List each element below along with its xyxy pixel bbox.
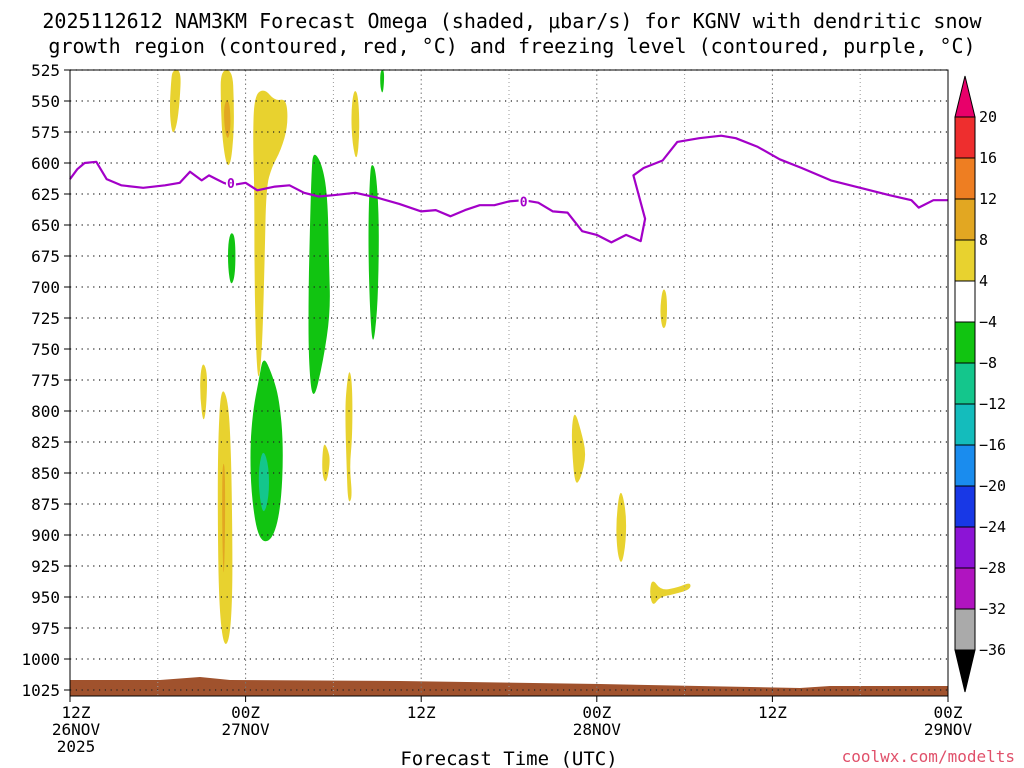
y-tick-label-925: 925 — [31, 557, 60, 576]
plot-area: 00 — [69, 69, 949, 697]
y-tick-label-800: 800 — [31, 402, 60, 421]
omega-region-l — [217, 391, 233, 644]
x-tick-label-0-2: 2025 — [57, 737, 96, 756]
x-tick-label-5-1: 29NOV — [924, 720, 973, 739]
omega-region-q — [650, 581, 691, 604]
y-axis-pressure: 525 550 575 600 625 650 675 700 725 750 775 800 825 8… — [21, 61, 70, 700]
colorbar-swatch-9 — [954, 444, 976, 487]
y-tick-label-775: 775 — [31, 371, 60, 390]
x-tick-label-0-0: 12Z — [62, 703, 91, 722]
omega-region-g — [368, 165, 379, 340]
colorbar-label-5: −4 — [979, 313, 997, 331]
plot-frame — [69, 69, 949, 697]
colorbar-swatch-6 — [954, 321, 976, 364]
y-tick-label-975: 975 — [31, 619, 60, 638]
omega-region-k — [322, 444, 330, 482]
omega-region-m — [250, 360, 283, 542]
y-tick-label-825: 825 — [31, 433, 60, 452]
omega-region-c — [253, 90, 288, 377]
omega-colorbar: 20 16 12 8 4 −4 −8 −12 −16 −20 −24 −28 −32 −36 — [954, 75, 1006, 693]
freezing-level-label-1: 0 — [520, 195, 528, 210]
colorbar-label-7: −12 — [979, 395, 1006, 413]
y-tick-label-875: 875 — [31, 495, 60, 514]
colorbar-label-2: 12 — [979, 190, 997, 208]
colorbar-label-9: −20 — [979, 477, 1006, 495]
colorbar-bottom-arrow — [954, 649, 976, 693]
x-tick-label-4-0: 12Z — [758, 703, 787, 722]
watermark: coolwx.com/modelts — [842, 747, 1015, 766]
y-tick-label-750: 750 — [31, 340, 60, 359]
colorbar-swatch-7 — [954, 362, 976, 405]
omega-region-j — [345, 372, 353, 502]
omega-shaded-regions — [169, 70, 691, 644]
y-tick-label-950: 950 — [31, 588, 60, 607]
omega-region-e — [380, 70, 385, 93]
colorbar-swatch-12 — [954, 567, 976, 610]
freezing-level-contour: 00 — [69, 134, 948, 244]
freezing-level-line — [69, 134, 948, 244]
omega-region-d — [351, 91, 360, 158]
colorbar-label-12: −32 — [979, 600, 1006, 618]
colorbar-label-3: 8 — [979, 231, 988, 249]
colorbar-swatch-5 — [954, 280, 976, 323]
chart-title-line-2: growth region (contoured, red, °C) and f… — [48, 34, 975, 58]
x-tick-label-0-1: 26NOV — [52, 720, 101, 739]
y-tick-label-1000: 1000 — [21, 650, 60, 669]
colorbar-label-10: −24 — [979, 518, 1006, 536]
colorbar-swatch-1 — [954, 116, 976, 159]
freezing-level-label-0: 0 — [227, 177, 235, 192]
y-tick-label-700: 700 — [31, 278, 60, 297]
omega-region-f — [308, 154, 330, 394]
y-tick-label-1025: 1025 — [21, 681, 60, 700]
freezing-label-bg-0 — [225, 174, 236, 191]
y-tick-label-625: 625 — [31, 185, 60, 204]
chart-title-line-1: 2025112612 NAM3KM Forecast Omega (shaded… — [42, 9, 982, 33]
y-tick-label-575: 575 — [31, 123, 60, 142]
x-tick-label-2-0: 12Z — [407, 703, 436, 722]
colorbar-swatch-11 — [954, 526, 976, 569]
colorbar-label-1: 16 — [979, 149, 997, 167]
y-tick-label-525: 525 — [31, 61, 60, 80]
x-tick-label-3-1: 28NOV — [573, 720, 622, 739]
x-tick-label-1-0: 00Z — [231, 703, 260, 722]
colorbar-swatch-10 — [954, 485, 976, 528]
colorbar-swatch-3 — [954, 198, 976, 241]
omega-region-m-core — [258, 452, 269, 512]
colorbar-label-8: −16 — [979, 436, 1006, 454]
omega-region-o — [571, 414, 586, 483]
colorbar-top-arrow — [954, 75, 976, 118]
y-tick-label-600: 600 — [31, 154, 60, 173]
x-tick-label-1-1: 27NOV — [222, 720, 271, 739]
x-tick-label-5-0: 00Z — [934, 703, 963, 722]
colorbar-swatch-2 — [954, 157, 976, 200]
colorbar-label-11: −28 — [979, 559, 1006, 577]
omega-region-l-core — [222, 463, 226, 573]
omega-region-n — [660, 289, 667, 329]
colorbar-label-13: −36 — [979, 641, 1006, 659]
omega-region-h — [228, 233, 236, 284]
y-tick-label-850: 850 — [31, 464, 60, 483]
colorbar-swatch-8 — [954, 403, 976, 446]
y-tick-label-650: 650 — [31, 216, 60, 235]
colorbar-swatch-13 — [954, 608, 976, 651]
y-tick-label-675: 675 — [31, 247, 60, 266]
colorbar-label-6: −8 — [979, 354, 997, 372]
omega-region-i — [200, 364, 208, 420]
colorbar-label-0: 20 — [979, 108, 997, 126]
y-tick-label-900: 900 — [31, 526, 60, 545]
x-tick-label-3-0: 00Z — [582, 703, 611, 722]
y-tick-label-725: 725 — [31, 309, 60, 328]
freezing-label-bg-1 — [518, 193, 529, 210]
y-tick-label-550: 550 — [31, 92, 60, 111]
colorbar-swatch-4 — [954, 239, 976, 282]
omega-region-p — [616, 492, 627, 562]
colorbar-label-4: 4 — [979, 272, 988, 290]
x-axis-label: Forecast Time (UTC) — [400, 748, 617, 768]
omega-region-b-core — [224, 101, 231, 138]
